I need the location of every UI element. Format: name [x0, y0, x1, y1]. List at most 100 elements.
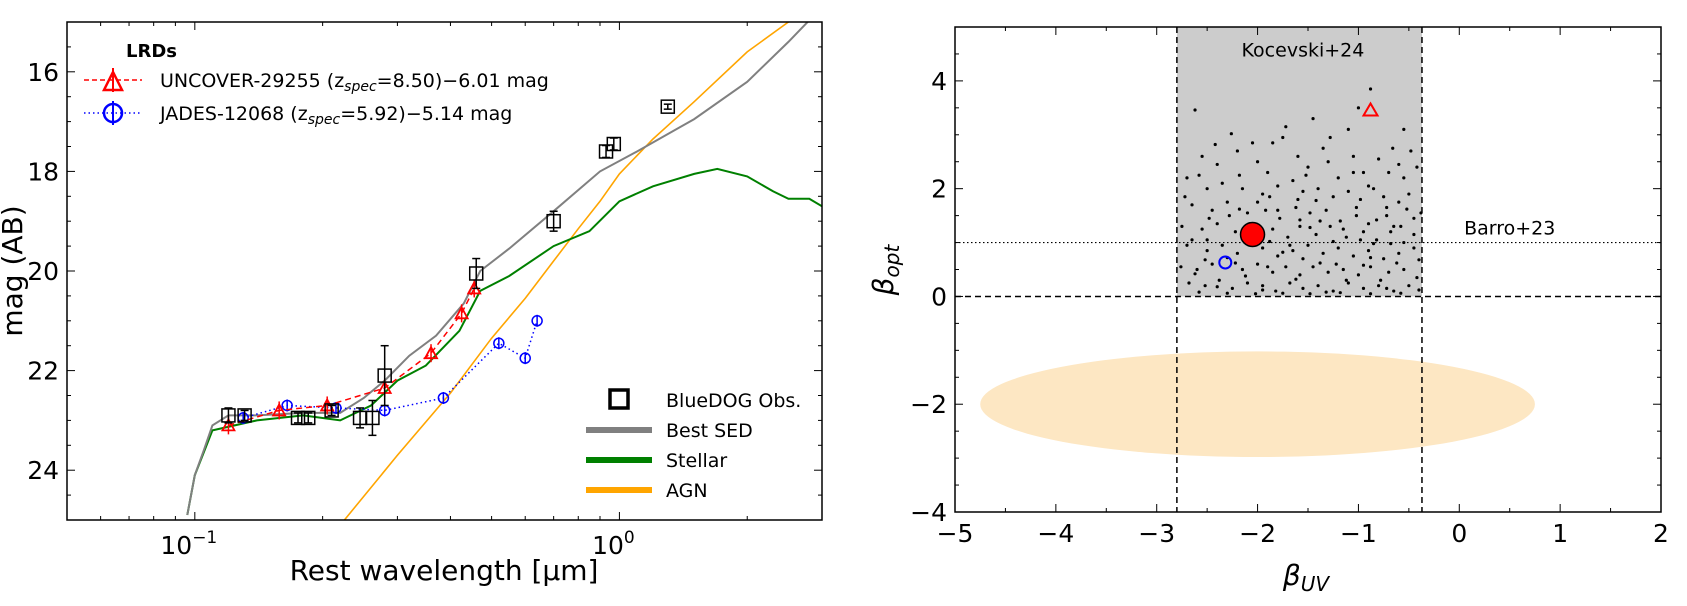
lrd-point [1240, 187, 1245, 191]
lrd-point [1316, 187, 1320, 191]
lrd-point [1284, 265, 1288, 269]
lrd-point [1331, 239, 1335, 244]
lrd-point [1233, 230, 1237, 234]
lrd-point [1276, 184, 1280, 188]
lrd-point [1210, 262, 1214, 266]
lrd-point [1405, 207, 1409, 211]
beta-x-tick-labels: −5 −4 −3 −2 −1 0 1 2 [937, 519, 1669, 548]
obs-point [598, 144, 614, 159]
lrd-point [1371, 242, 1376, 246]
lrd-point [1253, 292, 1258, 296]
lrd-point [1274, 289, 1278, 293]
lrd-point [1308, 292, 1312, 296]
lrd-point [1250, 141, 1255, 145]
lrd-point [1298, 273, 1302, 277]
lrd-point [1397, 251, 1401, 255]
lrd-point [1233, 261, 1237, 265]
lrd-point [1190, 203, 1194, 207]
lrd-point [1210, 208, 1214, 212]
lrd-point [1286, 235, 1290, 239]
lrd-point [1341, 267, 1345, 272]
lrd-point [1185, 176, 1189, 180]
lrd-point [1392, 289, 1396, 293]
lrd-point [1361, 286, 1366, 290]
lrd-point [1264, 208, 1268, 212]
agn-curve [343, 22, 790, 520]
color-ellipse [980, 351, 1535, 458]
lrd-point [1215, 285, 1219, 289]
jades-legend-marker [102, 102, 124, 124]
obs-point [290, 410, 306, 426]
legend-entry-jades: JADES-12068 (zspec=5.92)−5.14 mag [84, 101, 512, 128]
jades-point [493, 337, 505, 349]
lrd-point [1417, 258, 1421, 262]
lrd-point [1197, 290, 1201, 294]
sed-y-tick-label: 22 [27, 357, 59, 386]
lrd-point [1326, 270, 1330, 274]
lrd-point [1266, 265, 1270, 269]
lrd-point [1220, 181, 1224, 185]
bluedog-point [1239, 221, 1266, 248]
lrd-point [1366, 222, 1371, 226]
lrd-point [1326, 160, 1330, 164]
lrd-point [1235, 251, 1239, 255]
lrd-point [1308, 211, 1312, 215]
uncover-legend-marker [101, 69, 125, 92]
lrd-point [1397, 162, 1401, 167]
lrd-point [1193, 108, 1197, 112]
lrd-point [1308, 225, 1312, 230]
lrd-point [1382, 195, 1386, 199]
uncover-point [1361, 101, 1380, 117]
lrd-point [1271, 227, 1275, 231]
sed-ticks [66, 21, 823, 521]
lrd-point [1346, 189, 1350, 193]
lrd-point [1379, 278, 1383, 282]
lrd-point [1268, 195, 1272, 199]
lrd-point [1291, 249, 1295, 253]
lrd-point [1346, 281, 1350, 285]
legend-entry-uncover: UNCOVER-29255 (zspec=8.50)−6.01 mag [84, 68, 549, 95]
lrd-point [1361, 263, 1366, 267]
lrd-point [1183, 195, 1187, 199]
obs-point [365, 410, 380, 426]
sed-x-axis-label: Rest wavelength [μm] [290, 554, 599, 587]
lrd-point [1229, 132, 1233, 136]
lrd-point [1278, 216, 1282, 220]
lrd-point [1334, 262, 1338, 266]
lrd-point [1306, 243, 1310, 247]
lrd-point [1412, 216, 1416, 220]
lrd-point [1374, 238, 1379, 242]
sed-y-axis-label: mag (AB) [0, 205, 29, 336]
sed-y-tick-labels: 16 18 20 22 24 [27, 58, 59, 485]
lrd-point [1328, 224, 1332, 228]
lrd-point [1288, 281, 1292, 285]
lrd-point [1245, 211, 1250, 215]
stellar-legend-label: Stellar [666, 450, 727, 472]
sed-y-tick-label: 18 [27, 157, 59, 186]
lrd-point [1215, 162, 1219, 167]
lrd-legend: LRDs UNCOVER-29255 (zspec=8.50)−6.01 mag… [84, 41, 549, 128]
lrd-point [1314, 198, 1318, 203]
lrd-point [1296, 154, 1300, 158]
lrd-point [1217, 278, 1221, 282]
beta-x-tick-label: −3 [1138, 519, 1175, 548]
lrd-point [1341, 227, 1345, 231]
obs-point [546, 213, 561, 229]
lrd-point [1271, 270, 1275, 274]
beta-y-tick-label: 0 [931, 282, 947, 311]
obs-legend-label: BlueDOG Obs. [666, 390, 801, 412]
lrd-point [1187, 281, 1191, 285]
lrd-point [1371, 187, 1376, 191]
model-legend: BlueDOG Obs. Best SED Stellar AGN [586, 388, 801, 502]
lrd-point [1358, 197, 1363, 202]
lrd-point [1412, 232, 1416, 237]
lrd-point [1205, 187, 1209, 191]
beta-y-tick-label: −4 [910, 498, 947, 527]
obs-legend-marker [608, 388, 630, 410]
beta-x-tick-label: −5 [937, 519, 974, 548]
lrd-point [1276, 254, 1280, 258]
uncover-point [271, 402, 287, 417]
beta-y-tick-label: 4 [931, 67, 947, 96]
